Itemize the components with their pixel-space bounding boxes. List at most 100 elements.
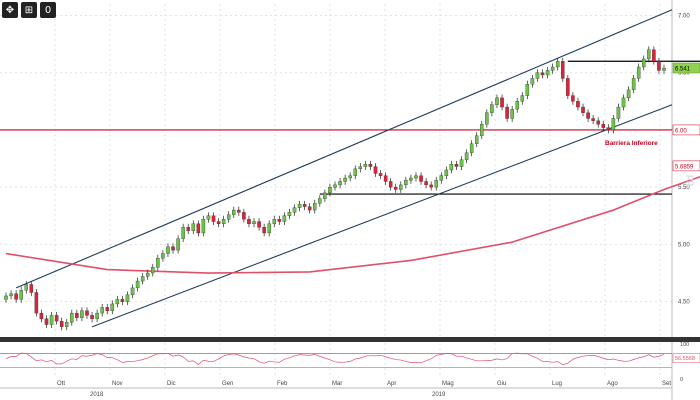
candle-body (237, 209, 241, 213)
toolbar: ✥ ⊞ 0 (2, 2, 56, 18)
candle-body (232, 209, 236, 215)
candle-body (318, 198, 322, 204)
candle-body (596, 120, 600, 125)
candle-body (373, 166, 378, 174)
candle-body (242, 212, 246, 220)
candle-body (399, 184, 403, 190)
candle-body (161, 253, 165, 259)
price-label-bg (672, 62, 700, 74)
y-tick-label: 5.00 (678, 242, 690, 248)
watermark-logo: pg (685, 175, 696, 186)
x-tick-label: Nov (112, 381, 123, 387)
candle-body (130, 287, 135, 295)
candle-body (586, 112, 590, 119)
candle-body (515, 101, 519, 110)
candle-body (191, 223, 196, 231)
channel-upper-line (15, 9, 673, 289)
candle-body (292, 207, 297, 213)
candle-body (29, 284, 34, 293)
y-tick-label: 4.50 (678, 300, 690, 306)
x-tick-label: Lug (552, 381, 562, 387)
candle-body (307, 206, 312, 211)
candle-body (383, 175, 388, 182)
candle-body (505, 106, 509, 119)
candle-body (611, 118, 616, 131)
candle-body (459, 159, 464, 167)
candle-body (647, 49, 651, 60)
candle-body (211, 215, 216, 222)
candle-body (368, 164, 373, 167)
rsi-tick-label: 0 (680, 377, 683, 383)
candle-body (414, 175, 418, 179)
candle-body (581, 106, 585, 113)
rsi-value-label: 56.5568 (675, 356, 695, 362)
candle-body (171, 246, 175, 251)
candle-body (409, 177, 413, 181)
candle-body (636, 66, 641, 79)
candle-body (216, 221, 221, 224)
candle-body (257, 221, 261, 228)
rsi-line (5, 352, 665, 366)
candle-body (520, 95, 525, 102)
rsi-tick-label: 100 (680, 342, 689, 348)
candle-body (186, 227, 190, 231)
candle-body (540, 72, 545, 76)
x-tick-label: Dic (167, 381, 176, 387)
candle-body (221, 219, 226, 224)
candle-body (333, 184, 337, 188)
moving-average-line (5, 175, 700, 274)
price-label-bg (672, 124, 700, 136)
candle-body (591, 118, 595, 121)
labels: 6.541 6.00 5.6859 Barriera Inferiore pg (605, 62, 700, 186)
x-tick-label: Set (662, 381, 671, 387)
candle-body (302, 204, 307, 207)
candle-body (363, 164, 368, 167)
candle-body (85, 310, 89, 316)
candle-body (277, 219, 282, 222)
candle-body (166, 246, 170, 254)
candle-body (19, 290, 23, 300)
x-tick-label: Apr (387, 381, 396, 387)
candle-body (439, 175, 444, 181)
info-icon[interactable]: 0 (40, 2, 56, 18)
candle-body (70, 312, 74, 323)
candle-body (110, 303, 115, 311)
candle-body (621, 97, 626, 108)
candle-body (328, 187, 332, 194)
x-tick-label: Giu (497, 381, 506, 387)
candle-body (657, 61, 661, 71)
candle-body (176, 238, 180, 251)
candle-body (115, 299, 120, 305)
grid-icon[interactable]: ⊞ (21, 2, 37, 18)
candle-body (24, 284, 28, 291)
candle-body (262, 227, 266, 234)
candle-body (135, 280, 140, 289)
candle-body (287, 212, 292, 216)
candle-body (662, 67, 666, 71)
candle-body (297, 204, 302, 208)
candle-body (226, 214, 231, 220)
panel-divider (0, 337, 700, 342)
candle-body (535, 72, 540, 79)
candle-body (206, 215, 211, 220)
candle-body (510, 109, 514, 119)
candle-body (247, 219, 251, 224)
y-tick-label: 6.50 (678, 71, 690, 77)
candle-body (39, 312, 44, 319)
candle-body (100, 307, 104, 314)
candle-body (4, 295, 8, 300)
candle-body (252, 221, 256, 224)
candle-body (80, 310, 84, 318)
x-tick-label: Ago (607, 381, 618, 387)
candle-body (480, 124, 484, 136)
expand-icon[interactable]: ✥ (2, 2, 18, 18)
candle-body (561, 61, 565, 79)
candle-body (601, 124, 606, 128)
candle-body (44, 318, 49, 325)
candle-body (525, 83, 530, 96)
x-tick-label: Mag (442, 381, 454, 387)
candles (4, 46, 666, 331)
candle-body (54, 315, 59, 322)
price-label: 6.541 (675, 66, 691, 72)
